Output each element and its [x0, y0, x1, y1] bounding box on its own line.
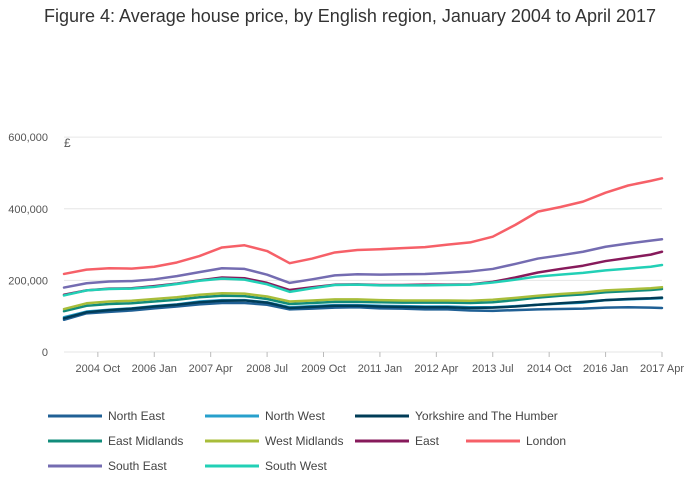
legend-label-east: East: [415, 434, 440, 448]
series-lines: [62, 177, 664, 322]
legend-label-north-west: North West: [265, 409, 325, 423]
y-tick-label: 200,000: [8, 275, 48, 287]
legend-item-north-east[interactable]: North East: [48, 409, 165, 423]
axes: 0 200,000 400,000 600,000 £2004 Oct 2006 Jan 2…: [8, 132, 684, 375]
series-line-yorkshire-and-the-humber: [62, 296, 664, 320]
legend-label-west-midlands: West Midlands: [265, 434, 343, 448]
x-tick-label: 2017 Apr: [640, 363, 684, 375]
x-tick-label: 2004 Oct: [76, 363, 121, 375]
y-tick-label: 400,000: [8, 204, 48, 216]
legend-label-london: London: [526, 434, 566, 448]
grid: [64, 136, 662, 353]
chart-title: Figure 4: Average house price, by Englis…: [43, 6, 657, 26]
x-tick-label: 2007 Apr: [189, 363, 233, 375]
series-line-west-midlands: [62, 285, 664, 311]
legend-label-south-west: South West: [265, 459, 327, 473]
x-tick-label: 2014 Oct: [527, 363, 572, 375]
x-tick-label: 2006 Jan: [132, 363, 177, 375]
legend-label-south-east: South East: [108, 459, 167, 473]
series-line-south-east: [62, 237, 664, 289]
y-axis-unit-label: £: [64, 136, 71, 150]
legend-item-yorkshire-and-the-humber[interactable]: Yorkshire and The Humber: [355, 409, 558, 423]
legend-label-north-east: North East: [108, 409, 165, 423]
series-line-south-west: [62, 263, 664, 297]
legend-item-london[interactable]: London: [466, 434, 566, 448]
x-tick-label: 2011 Jan: [358, 363, 402, 375]
series-line-london: [62, 177, 664, 276]
legend-item-south-west[interactable]: South West: [205, 459, 327, 473]
series-line-east-midlands: [62, 287, 664, 313]
y-tick-label: 0: [42, 347, 48, 359]
x-tick-label: 2013 Jul: [472, 363, 514, 375]
legend-label-east-midlands: East Midlands: [108, 434, 183, 448]
legend-item-east[interactable]: East: [355, 434, 440, 448]
y-tick-label: 600,000: [8, 132, 48, 144]
legend-item-west-midlands[interactable]: West Midlands: [205, 434, 343, 448]
x-tick-label: 2008 Jul: [246, 363, 288, 375]
legend[interactable]: North East North West Yorkshire and The Hu…: [48, 409, 566, 473]
legend-label-yorkshire-and-the-humber: Yorkshire and The Humber: [415, 409, 558, 423]
series-line-north-east: [62, 301, 664, 322]
x-tick-label: 2016 Jan: [583, 363, 628, 375]
x-tick-label: 2012 Apr: [414, 363, 458, 375]
legend-item-north-west[interactable]: North West: [205, 409, 325, 423]
legend-item-south-east[interactable]: South East: [48, 459, 167, 473]
x-tick-label: 2009 Oct: [301, 363, 346, 375]
legend-item-east-midlands[interactable]: East Midlands: [48, 434, 183, 448]
